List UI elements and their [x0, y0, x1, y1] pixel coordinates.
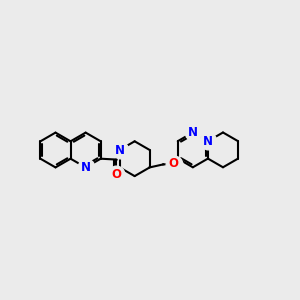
Text: N: N — [81, 161, 91, 174]
Text: N: N — [188, 126, 198, 139]
Text: O: O — [111, 168, 122, 181]
Text: O: O — [169, 157, 179, 170]
Text: N: N — [203, 135, 213, 148]
Text: N: N — [115, 143, 124, 157]
